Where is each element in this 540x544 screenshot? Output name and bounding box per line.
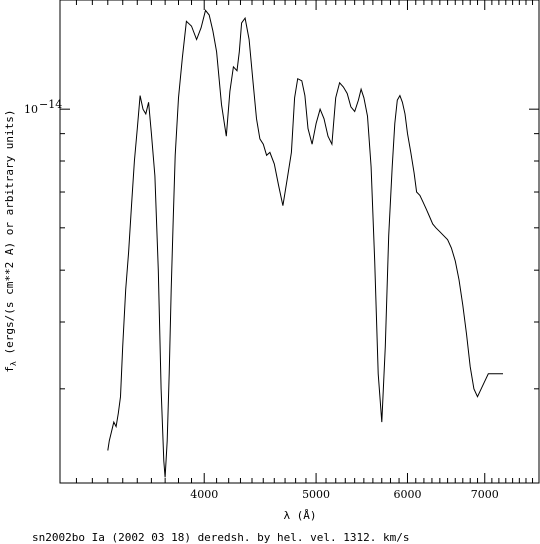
y-tick-label: 10 <box>24 103 38 116</box>
spectrum-line <box>107 9 503 478</box>
y-tick-label-exponent: −14 <box>39 98 62 111</box>
x-tick-label: 6000 <box>393 488 421 501</box>
x-tick-label: 5000 <box>302 488 330 501</box>
y-axis-title: fλ (ergs/(s cm**2 A) or arbitrary units) <box>3 109 18 372</box>
plot-frame <box>59 0 540 484</box>
spectrum-caption: sn2002bo Ia (2002 03 18) deredsh. by hel… <box>32 531 410 544</box>
axis-ticks <box>60 0 539 484</box>
y-axis-title-sub: λ <box>9 361 18 366</box>
y-axis-title-main: f <box>3 366 16 373</box>
x-tick-label: 7000 <box>471 488 499 501</box>
y-axis-title-rest: (ergs/(s cm**2 A) or arbitrary units) <box>3 109 16 361</box>
svg-text:fλ (ergs/(s cm**2 A) or arbitr: fλ (ergs/(s cm**2 A) or arbitrary units) <box>3 109 18 372</box>
x-tick-label: 4000 <box>190 488 218 501</box>
x-axis-title: λ (Å) <box>283 509 316 522</box>
tick-labels: 4000 5000 6000 7000 10 −14 <box>24 98 499 501</box>
